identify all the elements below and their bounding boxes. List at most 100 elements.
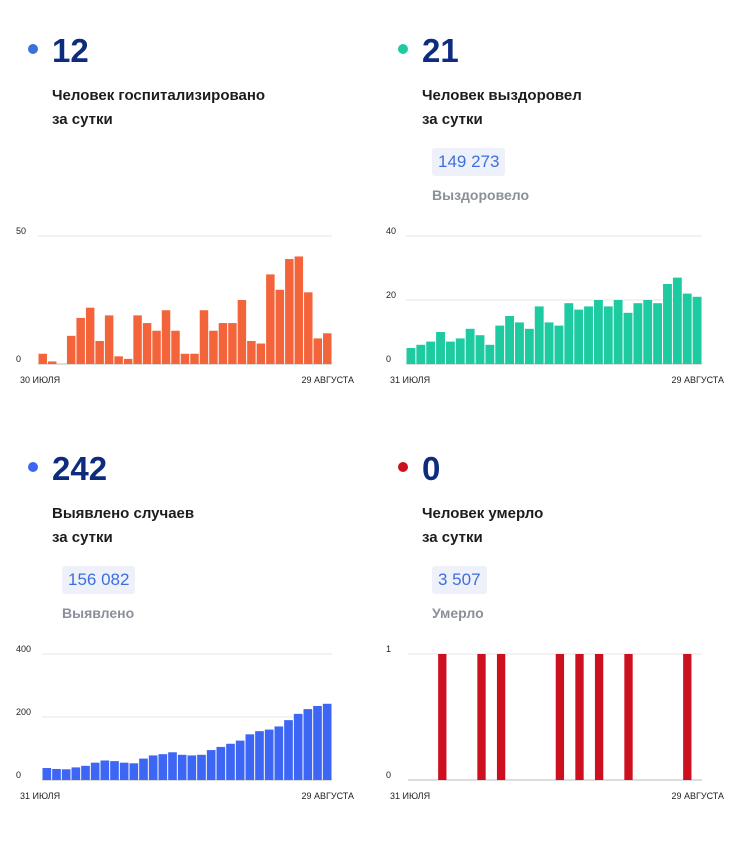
hospitalized-bar xyxy=(95,340,104,364)
cases-bar xyxy=(119,762,129,780)
cases-y-tick-label: 0 xyxy=(16,770,21,780)
hospitalized-bar xyxy=(38,353,47,364)
recovered-bar xyxy=(643,300,653,364)
hospitalized-line2: за сутки xyxy=(52,111,113,128)
deaths-bar xyxy=(683,654,692,780)
cases-bar xyxy=(226,743,235,780)
recovered-bar xyxy=(653,303,663,364)
recovered-bar xyxy=(574,309,584,364)
recovered-bar xyxy=(406,348,416,364)
recovered-bar xyxy=(603,306,613,364)
cases-bar xyxy=(235,740,245,780)
cases-panel: 242 Выявлено случаев за сутки 156 082 Вы… xyxy=(20,438,380,848)
cases-bar xyxy=(245,734,255,780)
cases-bar xyxy=(81,765,90,780)
cases-bar xyxy=(187,755,197,780)
hospitalized-bar xyxy=(266,274,275,364)
hospitalized-bar xyxy=(47,361,57,364)
cases-line2: за сутки xyxy=(52,529,113,546)
hospitalized-x-start-label: 30 ИЮЛЯ xyxy=(20,375,60,385)
recovered-bar xyxy=(623,312,633,364)
cases-x-end-label: 29 АВГУСТА xyxy=(301,791,354,801)
hospitalized-line1: Человек госпитализировано xyxy=(52,87,266,104)
deaths-line1: Человек умерло xyxy=(422,505,544,522)
recovered-desc: Человек выздоровел за сутки xyxy=(422,84,712,132)
recovered-bar xyxy=(692,296,702,364)
cases-line1: Выявлено случаев xyxy=(52,505,195,522)
hospitalized-bar xyxy=(294,256,304,364)
hospitalized-bar xyxy=(161,310,171,364)
cases-bar xyxy=(100,760,110,780)
hospitalized-bar xyxy=(275,289,285,364)
hospitalized-bar xyxy=(247,340,256,364)
recovered-bar xyxy=(416,344,426,364)
cases-total-label: Выявлено xyxy=(62,605,135,621)
recovered-bar xyxy=(544,322,554,364)
deaths-bar xyxy=(555,654,565,780)
hospitalized-bar xyxy=(190,353,199,364)
hospitalized-bar xyxy=(228,323,237,364)
recovered-dot xyxy=(398,44,408,54)
recovered-bar xyxy=(505,316,515,364)
deaths-bar xyxy=(594,654,604,780)
hospitalized-bar xyxy=(104,315,114,364)
cases-bar xyxy=(129,763,139,780)
hospitalized-bar xyxy=(285,259,294,364)
deaths-total-label: Умерло xyxy=(432,605,484,621)
recovered-panel: 21 Человек выздоровел за сутки 149 273 В… xyxy=(390,20,750,430)
cases-bar xyxy=(158,754,168,780)
cases-bar xyxy=(264,729,274,780)
hospitalized-bar xyxy=(76,317,85,364)
deaths-line2: за сутки xyxy=(422,529,483,546)
recovered-bar xyxy=(485,344,495,364)
cases-bar xyxy=(177,754,187,780)
hospitalized-bar xyxy=(171,330,180,364)
hospitalized-bar xyxy=(152,330,161,364)
recovered-bar xyxy=(564,303,574,364)
recovered-bar xyxy=(593,300,603,364)
cases-bar xyxy=(206,750,216,780)
hospitalized-bar xyxy=(237,300,247,364)
hospitalized-bar xyxy=(123,358,133,364)
cases-bar xyxy=(322,703,332,780)
recovered-bar xyxy=(682,293,692,364)
hospitalized-x-end-label: 29 АВГУСТА xyxy=(301,375,354,385)
hospitalized-desc: Человек госпитализировано за сутки xyxy=(52,84,342,132)
hospitalized-bar xyxy=(180,353,190,364)
cases-x-start-label: 31 ИЮЛЯ xyxy=(20,791,60,801)
deaths-y-tick-label: 1 xyxy=(386,644,391,654)
cases-bar xyxy=(197,754,206,780)
recovered-bar xyxy=(554,325,564,364)
deaths-bar xyxy=(438,654,447,780)
hospitalized-bar xyxy=(85,307,95,364)
cases-bar xyxy=(168,752,177,780)
hospitalized-bar xyxy=(313,338,323,364)
recovered-bar xyxy=(495,325,505,364)
recovered-x-end-label: 29 АВГУСТА xyxy=(671,375,724,385)
hospitalized-bar xyxy=(256,343,266,364)
hospitalized-bar xyxy=(209,330,218,364)
cases-y-tick-label: 200 xyxy=(16,707,31,717)
recovered-line1: Человек выздоровел xyxy=(422,87,582,104)
hospitalized-bar xyxy=(218,323,228,364)
deaths-value: 0 xyxy=(422,450,441,487)
hospitalized-panel: 12 Человек госпитализировано за сутки xyxy=(20,20,380,430)
deaths-bar xyxy=(624,654,633,780)
cases-bar xyxy=(52,768,61,780)
hospitalized-bar xyxy=(323,333,332,364)
cases-value: 242 xyxy=(52,450,108,487)
hospitalized-bar xyxy=(199,310,209,364)
hospitalized-bar xyxy=(142,323,152,364)
cases-bar xyxy=(110,761,119,780)
cases-y-tick-label: 400 xyxy=(16,644,31,654)
recovered-bar xyxy=(475,335,485,364)
cases-desc: Выявлено случаев за сутки xyxy=(52,502,342,550)
hospitalized-chart: 0 50 30 ИЮЛЯ 29 АВГУСТА 0 20 40 31 ИЮЛЯ 29 АВГУС… xyxy=(16,226,724,801)
recovered-bar xyxy=(613,300,623,364)
hospitalized-y-tick-label: 50 xyxy=(16,226,26,236)
cases-bar xyxy=(216,746,226,780)
recovered-line2: за сутки xyxy=(422,111,483,128)
recovered-total-label: Выздоровело xyxy=(432,187,530,203)
deaths-total: 3 507 xyxy=(432,566,487,594)
recovered-value: 21 xyxy=(422,32,459,69)
